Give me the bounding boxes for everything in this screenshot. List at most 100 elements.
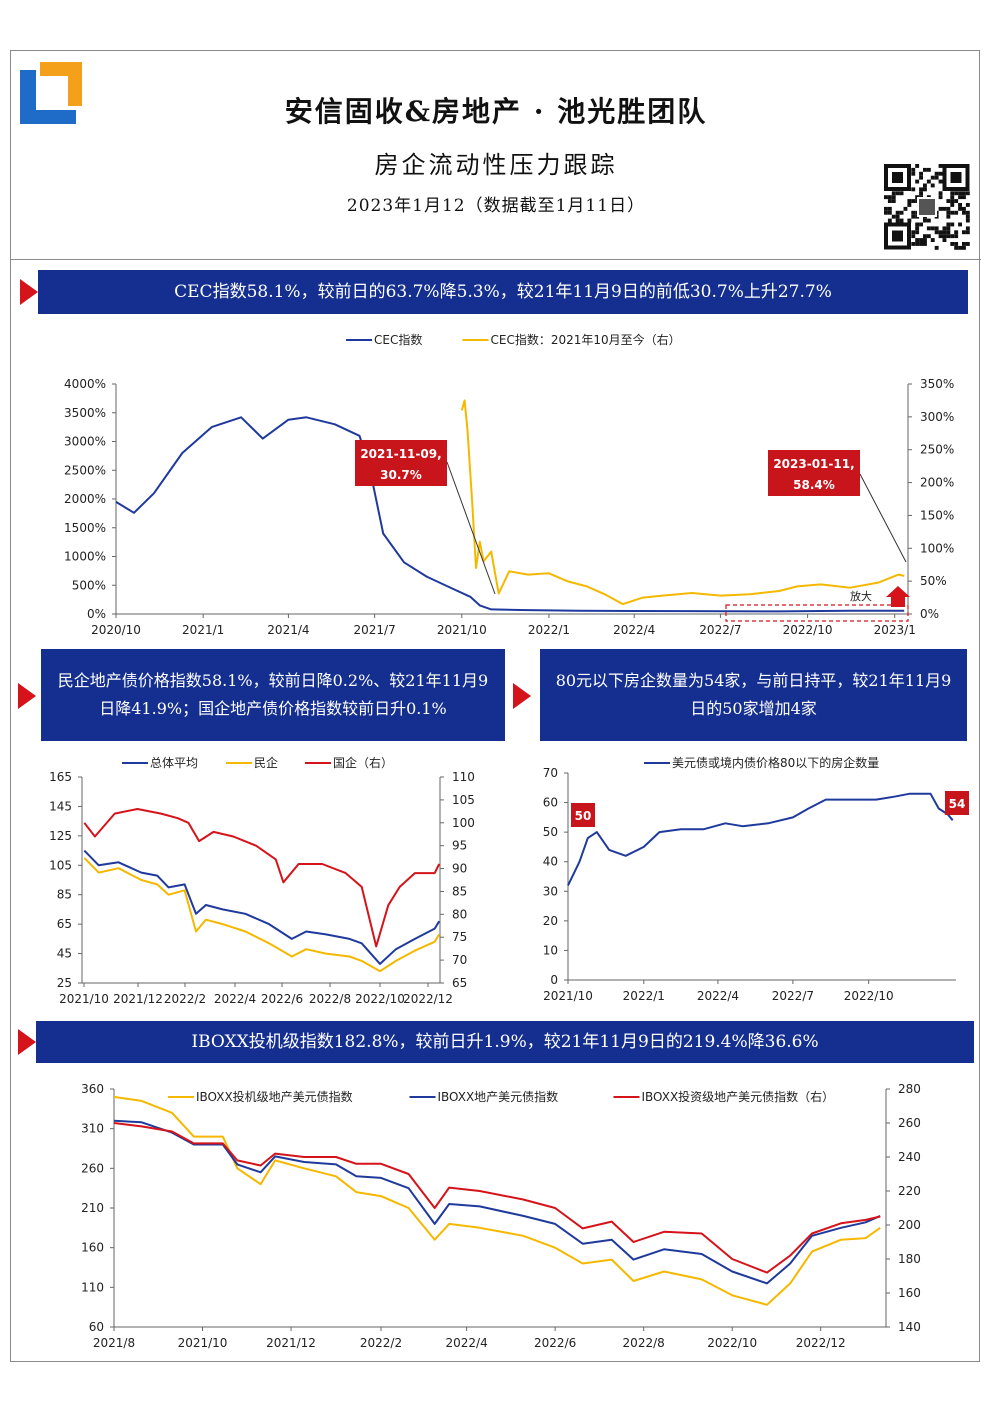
x-tick-label: 2021/10	[437, 623, 487, 637]
banner-arrow-icon	[513, 683, 531, 709]
legend-label: 民企	[254, 755, 278, 770]
qr-module	[926, 167, 931, 172]
qr-module	[899, 191, 904, 196]
qr-module	[911, 230, 916, 235]
qr-module	[965, 218, 970, 223]
x-tick-label: 2022/6	[261, 992, 303, 1006]
qr-module	[962, 206, 966, 211]
qr-module	[950, 210, 955, 215]
series-line	[113, 1122, 881, 1274]
qr-module	[950, 222, 955, 227]
cec-banner: CEC指数58.1%，较前日的63.7%降5.3%，较21年11月9日的前低30…	[38, 270, 968, 314]
x-tick-label: 2022/10	[783, 623, 833, 637]
label-box	[571, 803, 595, 827]
y-right-tick-label: 105	[452, 793, 475, 807]
qr-module	[903, 206, 908, 211]
callout-text: 2021-11-09,	[360, 447, 441, 461]
qr-finder	[892, 172, 903, 183]
qr-module	[962, 230, 966, 235]
qr-module	[962, 242, 966, 246]
series-line	[83, 849, 441, 965]
y-tick-label: 10	[543, 943, 558, 957]
x-tick-label: 2020/10	[91, 623, 141, 637]
qr-module	[919, 222, 923, 227]
x-tick-label: 2022/2	[164, 992, 206, 1006]
y-tick-label: 20	[543, 914, 558, 928]
qr-module	[965, 191, 970, 196]
qr-module	[962, 210, 966, 215]
y-tick-label: 2000%	[64, 492, 106, 506]
y-right-tick-label: 65	[452, 976, 467, 990]
brand-logo-icon	[20, 62, 82, 124]
qr-module	[915, 230, 920, 235]
y-right-tick-label: 350%	[920, 377, 954, 391]
iboxx-chart: 60 110 160 210 260 310 360 140 160 180 200 220 240 26…	[81, 1082, 921, 1350]
qr-module	[938, 206, 943, 211]
zoom-box	[725, 604, 909, 622]
qr-module	[930, 238, 935, 242]
y-tick-label: 0	[550, 973, 558, 987]
qr-module	[946, 199, 951, 203]
qr-module	[965, 230, 970, 235]
qr-module	[923, 238, 927, 242]
x-tick-label: 2022/4	[613, 623, 655, 637]
y-tick-label: 160	[81, 1241, 104, 1255]
page-subtitle: 房企流动性压力跟踪	[374, 151, 618, 179]
qr-module	[958, 195, 962, 200]
x-tick-label: 2022/2	[360, 1336, 402, 1350]
qr-module	[915, 164, 920, 168]
callout-box	[355, 440, 447, 486]
qr-module	[954, 230, 959, 235]
qr-module	[954, 210, 959, 215]
y-tick-label: 30	[543, 884, 558, 898]
label-box	[945, 791, 969, 815]
y-right-tick-label: 260	[898, 1116, 921, 1130]
y-tick-label: 145	[49, 799, 72, 813]
y-right-tick-label: 280	[898, 1082, 921, 1096]
qr-finder	[950, 172, 962, 183]
qr-module	[950, 203, 955, 207]
qr-module	[950, 195, 955, 200]
legend-label: IBOXX地产美元债指数	[438, 1089, 559, 1104]
x-tick-label: 2021/10	[543, 989, 593, 1003]
callout-text: 30.7%	[380, 468, 422, 482]
zoom-label: 放大	[850, 589, 872, 603]
qr-module	[946, 210, 951, 215]
qr-module	[887, 218, 892, 223]
y-tick-label: 25	[57, 976, 72, 990]
y-tick-label: 85	[57, 888, 72, 902]
qr-module	[911, 210, 916, 215]
qr-module	[950, 234, 955, 239]
y-right-tick-label: 70	[452, 953, 467, 967]
bond-price-chart: 25 45 65 85 105 125 145 165 65 70 75 80 85 90 95 100 105…	[49, 755, 475, 1006]
y-right-tick-label: 50%	[920, 574, 947, 588]
y-right-tick-label: 180	[898, 1252, 921, 1266]
count-chart: 0 10 20 30 40 50 60 70 2021/10 2022/1 2022/4 2022/7…	[543, 755, 969, 1003]
qr-module	[962, 245, 966, 250]
qr-module	[915, 179, 920, 184]
qr-module	[919, 242, 923, 246]
x-tick-label: 2022/7	[772, 989, 814, 1003]
qr-module	[923, 167, 927, 172]
series-line	[113, 1119, 881, 1285]
legend-label: 美元债或境内债价格80以下的房企数量	[672, 755, 879, 770]
legend-label: CEC指数	[374, 332, 422, 347]
page-frame	[10, 50, 980, 1362]
x-tick-label: 2022/1	[528, 623, 570, 637]
qr-module	[958, 203, 962, 207]
qr-module	[942, 230, 947, 235]
qr-module	[946, 230, 951, 235]
qr-module	[926, 226, 931, 231]
qr-module	[923, 187, 927, 192]
qr-module	[923, 242, 927, 246]
qr-module	[938, 191, 943, 196]
y-right-tick-label: 100%	[920, 541, 954, 555]
qr-module	[950, 191, 955, 196]
banner-arrow-icon	[18, 1029, 36, 1055]
callout-leader	[446, 461, 496, 595]
y-tick-label: 1500%	[64, 521, 106, 535]
qr-module	[895, 214, 900, 219]
y-tick-label: 110	[81, 1280, 104, 1294]
qr-module	[919, 191, 923, 196]
qr-module	[884, 210, 888, 215]
